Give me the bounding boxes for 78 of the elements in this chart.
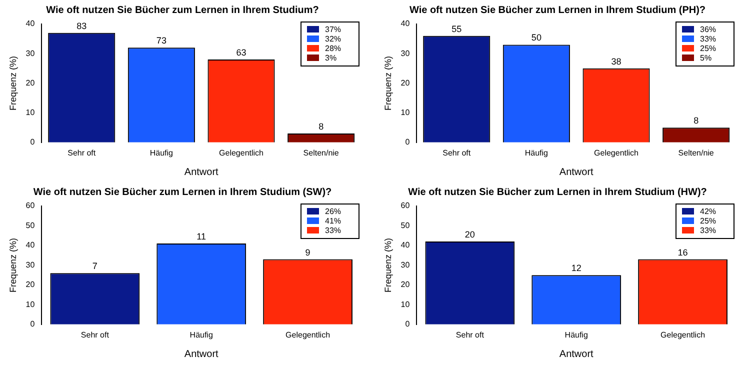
legend-label: 33% [700,34,716,44]
y-tick-label: 20 [26,280,36,290]
y-tick-label: 30 [26,48,36,58]
annotation: 73 [156,36,166,46]
chart-title: Wie oft nutzen Sie Bücher zum Lernen in Ihrem Studium (SW)? [33,186,332,198]
chart-title: Wie oft nutzen Sie Bücher zum Lernen in Ihrem Studium (HW)? [408,186,707,198]
legend-label: 33% [700,226,716,235]
chart-title: Wie oft nutzen Sie Bücher zum Lernen in Ihrem Studium? [46,4,319,16]
y-tick-label: 0 [30,320,36,329]
y-tick-label: 30 [400,260,410,270]
y-tick-label: 10 [26,108,36,118]
y-tick-label: 40 [26,240,36,250]
y-tick-label: 10 [400,300,410,309]
legend-label: 28% [324,44,342,53]
annotation: 83 [76,20,87,31]
x-tick-label: Sehr oft [456,330,485,340]
x-tick-label: Selten/nie [678,148,714,158]
y-tick-label: 10 [400,108,410,118]
x-tick-label: Häufig [564,330,588,340]
y-tick-label: 30 [400,48,410,58]
annotation: 8 [318,122,324,132]
annotation: 38 [611,56,622,66]
y-tick-label: 50 [400,220,410,230]
y-tick-label: 40 [400,19,410,28]
legend-label: 41% [324,216,342,226]
y-tick-label: 60 [26,201,36,210]
x-tick-label: Gelegentlich [660,330,706,340]
y-axis-title: Frequenz (%) [382,56,393,110]
legend-label: 33% [324,226,342,235]
annotation: 12 [571,263,582,274]
annotation: 11 [196,231,206,242]
legend-label: 25% [700,44,716,53]
x-tick-label: Sehr oft [68,148,96,158]
legend-label: 42% [700,206,716,216]
y-axis-title: Frequenz (%) [382,238,393,292]
x-tick-label: Gelegentlich [594,148,639,158]
x-axis-title: Antwort [184,348,219,360]
y-tick-label: 20 [400,78,410,88]
annotation: 20 [464,230,475,240]
x-axis-title: Antwort [559,348,594,360]
x-tick-label: Häufig [524,148,548,158]
y-tick-label: 20 [400,280,410,290]
annotation: 55 [452,24,462,34]
x-axis-title: Antwort [184,166,219,178]
x-tick-label: Gelegentlich [219,148,264,158]
y-tick-label: 50 [26,220,36,230]
x-tick-label: Selten/nie [303,148,340,158]
x-tick-label: Häufig [190,330,213,340]
x-axis-title: Antwort [559,166,594,178]
legend-label: 32% [324,34,342,44]
annotation: 50 [531,32,542,43]
annotation: 9 [305,247,310,258]
y-tick-label: 40 [400,240,410,250]
legend-label: 26% [324,206,342,216]
annotation: 8 [694,116,699,126]
y-tick-label: 0 [405,320,410,329]
y-axis-title: Frequenz (%) [8,238,18,292]
x-tick-label: Sehr oft [442,148,472,158]
y-tick-label: 30 [26,260,36,270]
legend-label: 3% [324,53,337,62]
annotation: 16 [678,247,688,258]
y-axis-title: Frequenz (%) [8,56,18,110]
legend-label: 36% [700,24,716,34]
chart-title: Wie oft nutzen Sie Bücher zum Lernen in Ihrem Studium (PH)? [409,4,706,16]
y-tick-label: 40 [26,19,36,28]
legend-label: 5% [700,53,712,62]
x-tick-label: Häufig [150,148,173,158]
legend-label: 25% [700,216,716,226]
y-tick-label: 10 [26,300,36,309]
annotation: 63 [236,48,246,58]
annotation: 7 [92,261,98,272]
x-tick-label: Gelegentlich [286,330,330,340]
y-tick-label: 0 [30,138,36,147]
y-tick-label: 20 [26,78,36,88]
y-tick-label: 60 [400,201,410,210]
x-tick-label: Sehr oft [80,330,110,340]
legend-label: 37% [324,24,342,34]
y-tick-label: 0 [405,138,410,147]
